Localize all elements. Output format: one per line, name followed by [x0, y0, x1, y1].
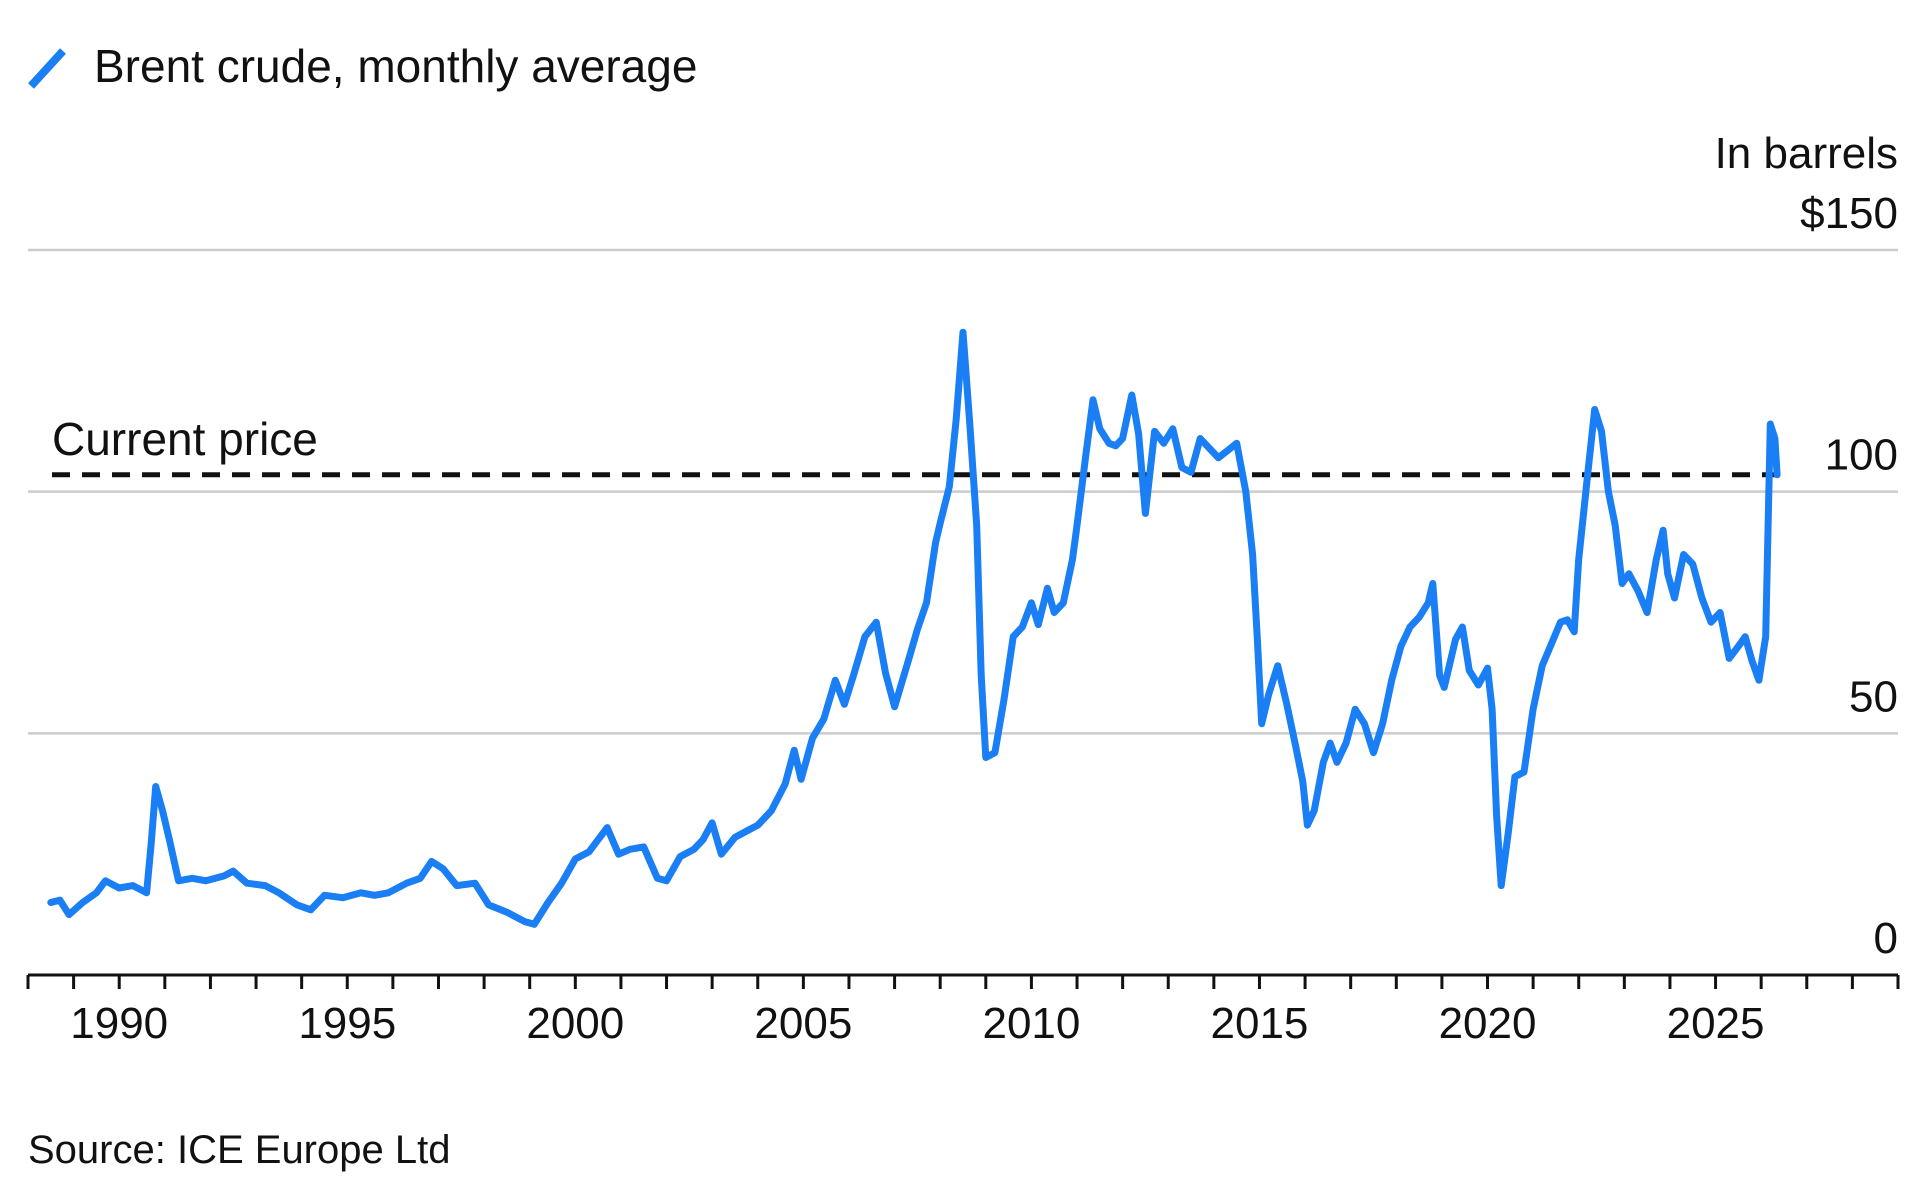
series-line [47, 328, 1781, 928]
gridlines [28, 248, 1898, 735]
x-tick-label: 2010 [982, 999, 1080, 1048]
x-tick-label: 1995 [298, 999, 396, 1048]
y-tick-labels: $150 100 50 0 [1800, 189, 1898, 963]
y-tick-label: 100 [1825, 431, 1898, 480]
y-tick-label: $150 [1800, 189, 1898, 238]
current-price-label: Current price [52, 413, 318, 465]
legend-label: Brent crude, monthly average [94, 40, 697, 92]
source-note: Source: ICE Europe Ltd [28, 1128, 450, 1172]
x-tick-label: 2005 [754, 999, 852, 1048]
y-tick-label: 0 [1874, 914, 1898, 963]
x-axis: 1990 1995 2000 2005 2010 2015 2020 2025 [26, 973, 1900, 1048]
x-tick-label: 2015 [1211, 999, 1309, 1048]
legend-slash-line-icon [28, 48, 66, 89]
legend: Brent crude, monthly average [28, 40, 697, 92]
unit-label: In barrels [1715, 129, 1898, 178]
reference-line-group: Current price [52, 413, 1778, 478]
y-tick-label: 50 [1849, 672, 1898, 721]
x-tick-label: 2025 [1667, 999, 1765, 1048]
series-group [47, 328, 1781, 928]
x-tick-label: 2020 [1439, 999, 1537, 1048]
x-tick-label: 2000 [526, 999, 624, 1048]
x-tick-label: 1990 [70, 999, 168, 1048]
